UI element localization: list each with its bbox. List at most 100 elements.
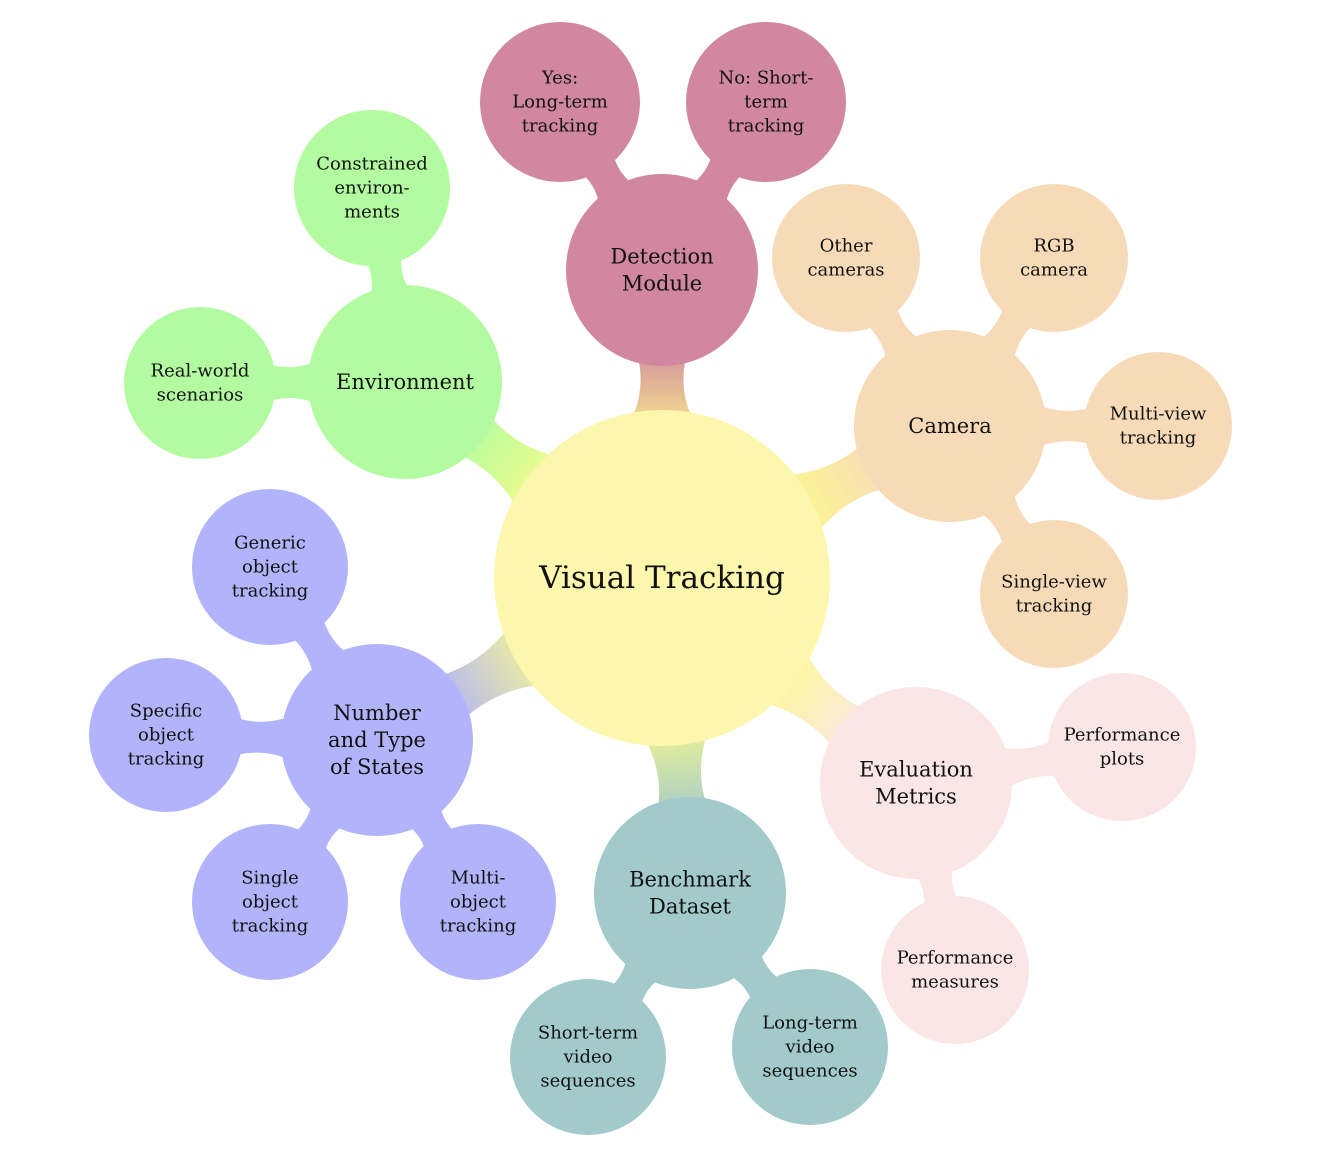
leaf-node-detection-1-label: tracking bbox=[728, 116, 804, 137]
leaf-node-benchmark-0-label: sequences bbox=[540, 1071, 635, 1092]
branch-node-evaluation: Evaluation Metrics bbox=[820, 687, 1012, 879]
leaf-node-camera-0-label: Other bbox=[820, 236, 873, 257]
leaf-node-benchmark-0: Short-term video sequences bbox=[510, 979, 666, 1135]
branch-node-detection-label: Detection bbox=[610, 245, 713, 269]
branch-node-benchmark-label: Benchmark bbox=[629, 868, 751, 892]
leaf-node-camera-1-label: RGB bbox=[1033, 236, 1074, 257]
leaf-node-evaluation-1: Performance measures bbox=[881, 896, 1029, 1044]
leaf-node-detection-0-label: Long-term bbox=[512, 92, 608, 113]
leaf-node-detection-1-circle bbox=[686, 22, 846, 182]
leaf-node-states-0-circle bbox=[192, 489, 348, 645]
branch-node-benchmark-circle bbox=[594, 797, 786, 989]
leaf-node-states-1-circle bbox=[89, 658, 243, 812]
leaf-node-evaluation-1-circle bbox=[881, 896, 1029, 1044]
leaf-node-detection-0-label: Yes: bbox=[541, 68, 578, 89]
branch-node-evaluation-circle bbox=[820, 687, 1012, 879]
center-node-visual-tracking-circle bbox=[494, 410, 830, 746]
branch-node-detection-circle bbox=[566, 174, 758, 366]
leaf-node-benchmark-0-label: video bbox=[563, 1047, 613, 1068]
leaf-node-environment-0-label: ments bbox=[344, 202, 400, 223]
leaf-node-states-3-label: object bbox=[450, 892, 507, 913]
leaf-node-environment-1-circle bbox=[124, 307, 276, 459]
leaf-node-evaluation-0-label: plots bbox=[1100, 749, 1145, 770]
leaf-node-camera-0-label: cameras bbox=[807, 260, 884, 281]
branch-node-benchmark: Benchmark Dataset bbox=[594, 797, 786, 989]
leaf-node-evaluation-1-label: Performance bbox=[897, 948, 1014, 969]
leaf-node-benchmark-1-circle bbox=[732, 969, 888, 1125]
leaf-node-evaluation-0: Performance plots bbox=[1048, 673, 1196, 821]
leaf-node-evaluation-1-label: measures bbox=[911, 972, 999, 993]
leaf-node-states-3-label: tracking bbox=[440, 916, 516, 937]
leaf-node-camera-2-label: Multi-view bbox=[1110, 404, 1207, 425]
branch-node-states-label: of States bbox=[330, 755, 424, 779]
branch-node-states: Number and Type of States bbox=[281, 644, 473, 836]
leaf-node-detection-0: Yes: Long-term tracking bbox=[480, 22, 640, 182]
leaf-node-detection-0-circle bbox=[480, 22, 640, 182]
leaf-node-camera-2: Multi-view tracking bbox=[1084, 352, 1232, 500]
leaf-node-benchmark-1-label: sequences bbox=[762, 1061, 857, 1082]
branch-node-states-label: Number bbox=[333, 701, 422, 725]
leaf-node-states-0-label: object bbox=[242, 557, 299, 578]
leaf-node-camera-3-circle bbox=[980, 520, 1128, 668]
leaf-node-detection-1-label: No: Short- bbox=[718, 68, 813, 89]
leaf-node-benchmark-1: Long-term video sequences bbox=[732, 969, 888, 1125]
leaf-node-states-2-circle bbox=[192, 824, 348, 980]
leaf-node-environment-0: Constrained environ-ments bbox=[294, 110, 450, 266]
branch-node-benchmark-label: Dataset bbox=[649, 895, 732, 919]
branch-node-states-label: and Type bbox=[328, 728, 426, 752]
leaf-node-camera-1-label: camera bbox=[1020, 260, 1088, 281]
leaf-node-states-3-circle bbox=[400, 824, 556, 980]
leaf-node-states-2-label: object bbox=[242, 892, 299, 913]
leaf-node-environment-0-label: environ- bbox=[334, 178, 409, 199]
leaf-node-states-0: Generic object tracking bbox=[192, 489, 348, 645]
branch-node-evaluation-label: Metrics bbox=[875, 785, 957, 809]
branch-node-states-circle bbox=[281, 644, 473, 836]
leaf-node-benchmark-0-label: Short-term bbox=[538, 1023, 638, 1044]
center-node-visual-tracking-label: Visual Tracking bbox=[538, 560, 785, 596]
leaf-node-states-3-label: Multi- bbox=[451, 868, 506, 889]
leaf-node-benchmark-0-circle bbox=[510, 979, 666, 1135]
leaf-node-states-2: Single object tracking bbox=[192, 824, 348, 980]
branch-node-camera-label: Camera bbox=[908, 414, 992, 438]
nodes: Visual Tracking Environment Constrained env… bbox=[89, 22, 1232, 1135]
leaf-node-benchmark-1-label: Long-term bbox=[762, 1013, 858, 1034]
branch-node-evaluation-label: Evaluation bbox=[859, 758, 973, 782]
branch-node-camera-circle bbox=[854, 330, 1046, 522]
leaf-node-detection-0-label: tracking bbox=[522, 116, 598, 137]
leaf-node-camera-2-label: tracking bbox=[1120, 428, 1196, 449]
leaf-node-camera-2-circle bbox=[1084, 352, 1232, 500]
leaf-node-states-2-label: Single bbox=[241, 868, 299, 889]
leaf-node-camera-1: RGB camera bbox=[980, 184, 1128, 332]
leaf-node-benchmark-1-label: video bbox=[785, 1037, 835, 1058]
leaf-node-states-2-label: tracking bbox=[232, 916, 308, 937]
branch-node-detection-label: Module bbox=[622, 272, 702, 296]
leaf-node-camera-0: Other cameras bbox=[772, 184, 920, 332]
leaf-node-detection-1: No: Short-term tracking bbox=[686, 22, 846, 182]
leaf-node-camera-3-label: Single-view bbox=[1001, 572, 1107, 593]
leaf-node-evaluation-0-label: Performance bbox=[1064, 725, 1181, 746]
leaf-node-camera-3: Single-view tracking bbox=[980, 520, 1128, 668]
leaf-node-camera-1-circle bbox=[980, 184, 1128, 332]
branch-node-environment-circle bbox=[308, 285, 502, 479]
leaf-node-environment-1: Real-world scenarios bbox=[124, 307, 276, 459]
leaf-node-states-1-label: Specific bbox=[130, 701, 202, 722]
branch-node-detection: Detection Module bbox=[566, 174, 758, 366]
leaf-node-detection-1-label: term bbox=[744, 92, 788, 113]
leaf-node-environment-0-label: Constrained bbox=[316, 154, 428, 175]
leaf-node-states-1-label: object bbox=[138, 725, 195, 746]
leaf-node-states-3: Multi-object tracking bbox=[400, 824, 556, 980]
leaf-node-environment-1-label: Real-world bbox=[151, 361, 250, 382]
center-node-visual-tracking: Visual Tracking bbox=[494, 410, 830, 746]
leaf-node-environment-0-circle bbox=[294, 110, 450, 266]
leaf-node-states-0-label: tracking bbox=[232, 581, 308, 602]
leaf-node-states-0-label: Generic bbox=[234, 533, 306, 554]
leaf-node-states-1-label: tracking bbox=[128, 749, 204, 770]
leaf-node-camera-3-label: tracking bbox=[1016, 596, 1092, 617]
leaf-node-camera-0-circle bbox=[772, 184, 920, 332]
branch-node-camera: Camera bbox=[854, 330, 1046, 522]
branch-node-environment-label: Environment bbox=[336, 370, 475, 394]
branch-node-environment: Environment bbox=[308, 285, 502, 479]
leaf-node-states-1: Specific object tracking bbox=[89, 658, 243, 812]
leaf-node-evaluation-0-circle bbox=[1048, 673, 1196, 821]
